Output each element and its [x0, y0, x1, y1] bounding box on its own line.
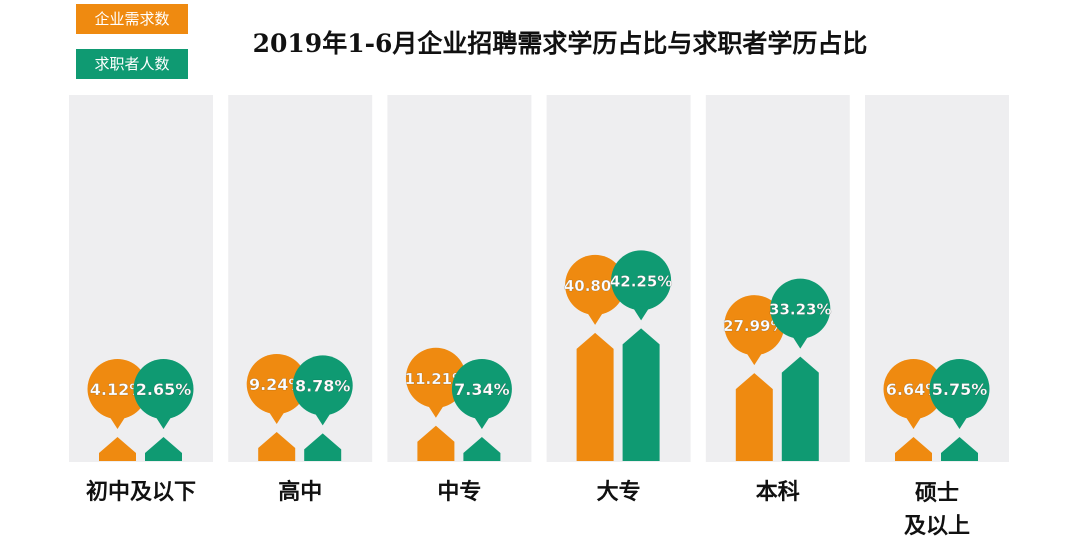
data-label-seeker-high-school: 8.78%: [295, 376, 351, 395]
data-bubble-demand-master-plus: [883, 359, 944, 419]
data-bubble-tail-seeker-junior-college: [632, 306, 651, 321]
category-label-master-plus-line-1: 硕士: [915, 480, 959, 506]
data-bubble-demand-technical-secondary: [405, 347, 466, 408]
category-panel-high-school: [228, 95, 373, 462]
bar-seeker-junior-high: [145, 437, 182, 461]
bar-seeker-high-school: [304, 433, 342, 461]
data-label-seeker-junior-high: 2.65%: [136, 380, 192, 399]
bar-seeker-bachelor: [781, 356, 819, 461]
data-bubble-tail-seeker-junior-high: [154, 415, 173, 429]
data-bubble-tail-seeker-master-plus: [950, 415, 969, 429]
data-bubble-tail-demand-technical-secondary: [426, 403, 445, 418]
category-panel-bachelor: [705, 95, 850, 462]
data-bubble-demand-junior-high: [87, 359, 148, 419]
data-label-demand-technical-secondary: 11.21%: [405, 370, 467, 388]
data-label-seeker-master-plus: 5.75%: [932, 380, 988, 399]
category-label-technical-secondary: 中专: [437, 479, 481, 505]
data-bubble-demand-junior-college: [565, 254, 626, 315]
category-label-master-plus-line-2: 及以上: [904, 513, 970, 539]
bar-demand-master-plus: [895, 437, 932, 461]
category-label-high-school: 高中: [278, 479, 322, 505]
data-bubble-tail-demand-junior-college: [586, 310, 605, 325]
category-label-bachelor: 本科: [756, 479, 800, 505]
data-bubble-seeker-junior-high: [133, 359, 194, 419]
category-label-junior-college: 大专: [597, 479, 641, 505]
bar-demand-junior-college: [576, 332, 614, 461]
data-bubble-tail-demand-junior-high: [108, 415, 127, 429]
data-label-seeker-junior-college: 42.25%: [610, 272, 672, 290]
data-bubble-seeker-master-plus: [929, 359, 990, 419]
data-label-demand-high-school: 9.24%: [249, 375, 305, 394]
data-bubble-seeker-technical-secondary: [451, 359, 512, 419]
legend-item-enterprise-demand: 企业需求数: [76, 4, 188, 34]
legend-item-job-seekers: 求职者人数: [76, 49, 188, 79]
data-label-demand-junior-high: 4.12%: [90, 380, 146, 399]
data-bubble-seeker-bachelor: [770, 278, 831, 339]
category-label-junior-high: 初中及以下: [86, 479, 196, 505]
data-label-demand-master-plus: 6.64%: [886, 380, 942, 399]
bar-demand-bachelor: [735, 373, 773, 461]
data-bubble-tail-seeker-technical-secondary: [472, 415, 491, 429]
bar-seeker-master-plus: [941, 437, 978, 461]
bar-demand-technical-secondary: [417, 425, 455, 461]
bar-demand-junior-high: [99, 437, 136, 461]
data-bubble-tail-demand-master-plus: [904, 415, 923, 429]
bar-demand-high-school: [258, 431, 296, 461]
bar-seeker-junior-college: [622, 328, 660, 461]
data-label-demand-bachelor: 27.99%: [723, 317, 785, 335]
data-label-seeker-technical-secondary: 7.34%: [454, 380, 510, 399]
data-bubble-tail-seeker-bachelor: [791, 334, 810, 349]
bar-seeker-technical-secondary: [463, 437, 501, 461]
data-bubble-tail-demand-bachelor: [745, 351, 764, 366]
data-bubble-demand-bachelor: [724, 295, 785, 356]
data-bubble-demand-high-school: [246, 353, 307, 414]
legend-label-enterprise-demand: 企业需求数: [94, 10, 170, 28]
legend-label-job-seekers: 求职者人数: [94, 55, 170, 73]
data-bubble-seeker-junior-college: [611, 250, 672, 311]
data-bubble-tail-seeker-high-school: [313, 411, 332, 426]
data-bubble-tail-demand-high-school: [267, 409, 286, 424]
chart-title: 2019年1-6月企业招聘需求学历占比与求职者学历占比: [252, 29, 868, 58]
data-label-demand-junior-college: 40.80%: [564, 277, 626, 295]
data-bubble-seeker-high-school: [292, 355, 353, 416]
data-label-seeker-bachelor: 33.23%: [769, 301, 831, 319]
